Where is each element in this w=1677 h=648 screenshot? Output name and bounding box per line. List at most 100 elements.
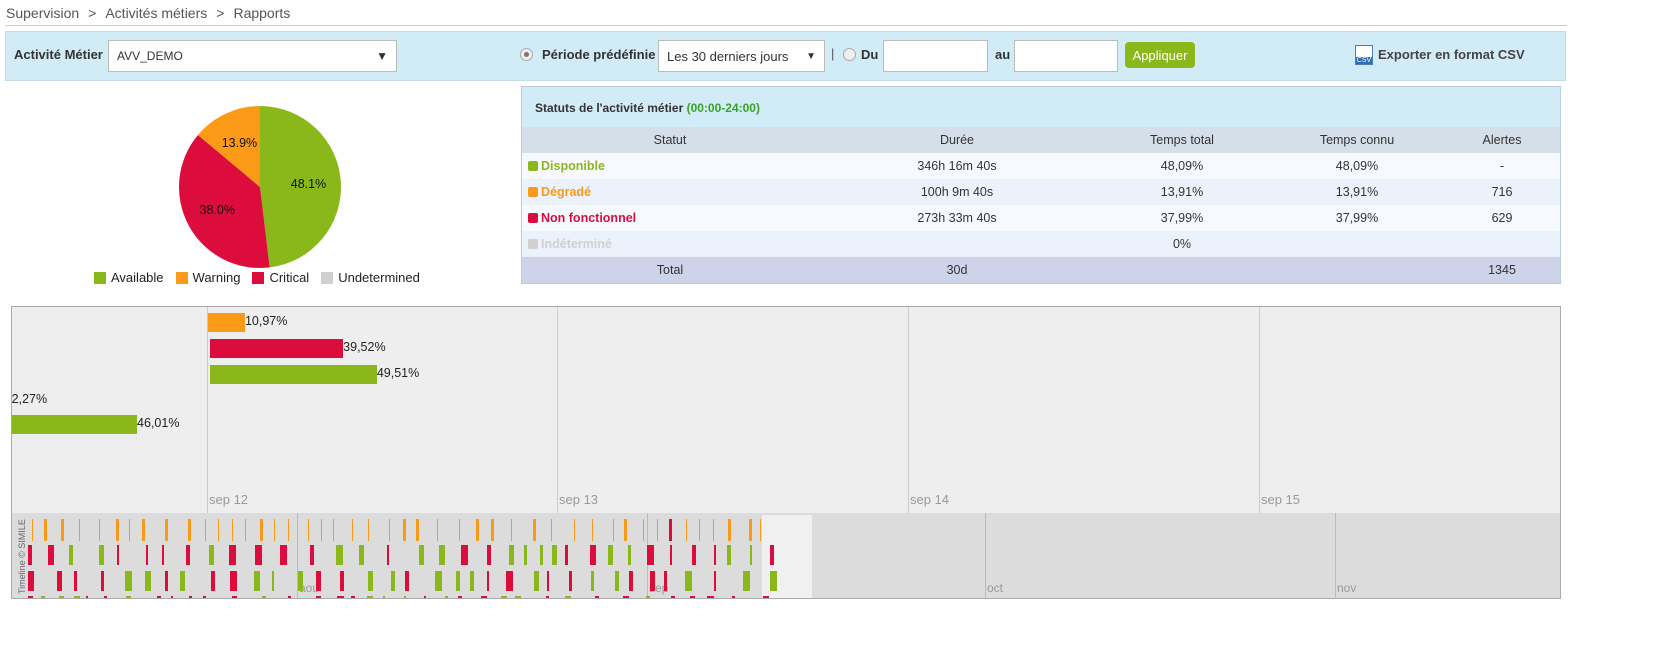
table-title-text: Statuts de l'activité métier (535, 101, 684, 115)
overview-tick (595, 596, 599, 598)
separator: | (831, 46, 835, 61)
predefined-period-radio[interactable] (520, 48, 533, 61)
overview-tick (481, 596, 487, 598)
col-alertes: Alertes (1482, 133, 1522, 147)
table-row: Disponible 346h 16m 40s 48,09% 48,09% - (522, 153, 1560, 179)
overview-tick (547, 571, 549, 591)
overview-tick (540, 545, 543, 565)
overview-tick (591, 571, 594, 591)
overview-tick (445, 596, 448, 598)
overview-tick (86, 596, 88, 598)
activity-select[interactable]: AVV_DEMO ▼ (108, 40, 397, 72)
status-color-icon (528, 161, 538, 171)
overview-tick-warning (437, 519, 438, 541)
overview-tick (336, 545, 343, 565)
legend-swatch (94, 271, 106, 284)
overview-tick-warning (613, 519, 614, 541)
col-statut: Statut (653, 133, 687, 147)
overview-tick (368, 571, 373, 591)
overview-tick (162, 545, 164, 565)
timeline-detail-band[interactable]: sep 12 sep 13 sep 14 sep 15 10,97% 39,52% 49,5… (12, 307, 1560, 513)
overview-tick (359, 545, 364, 565)
from-label: Du (861, 47, 879, 62)
overview-tick (763, 596, 769, 598)
pie-slice-label: 48.1% (291, 177, 326, 191)
overview-tick-warning (403, 519, 406, 541)
breadcrumb-activites[interactable]: Activités métiers (105, 5, 208, 21)
pie-slice-warning[interactable] (197, 106, 260, 187)
overview-tick-warning (699, 519, 700, 541)
legend-warning[interactable]: Warning (175, 270, 240, 285)
status-table: Statuts de l'activité métier (00:00-24:0… (521, 86, 1561, 284)
overview-tick-warning (245, 519, 246, 541)
duration-bar-available[interactable] (210, 365, 377, 384)
overview-tick (69, 545, 73, 565)
overview-tick (74, 596, 80, 598)
period-label: Période prédéfinie (542, 47, 656, 62)
timeline-overview-band[interactable]: aou sep oct nov Timeline © SIMILE (12, 513, 1560, 598)
export-csv-link[interactable]: Exporter en format CSV (1378, 47, 1525, 62)
overview-tick (419, 545, 424, 565)
overview-tick (714, 571, 716, 591)
overview-tick-warning (321, 519, 322, 541)
overview-tick (664, 571, 667, 591)
duration-bar-critical[interactable] (210, 339, 344, 358)
legend-swatch (321, 271, 334, 284)
month-label: nov (1337, 581, 1357, 595)
duration-bar-available[interactable] (12, 415, 138, 434)
overview-tick-warning (416, 519, 419, 541)
divider (5, 25, 1567, 26)
overview-tick-warning (551, 519, 552, 541)
to-date-input[interactable] (1014, 40, 1118, 72)
legend-label: Available (111, 270, 164, 285)
day-gridline (557, 307, 558, 513)
legend-critical[interactable]: Critical (252, 270, 309, 285)
apply-button[interactable]: Appliquer (1125, 42, 1195, 68)
overview-tick (280, 545, 287, 565)
pie-slice-label: 13.9% (222, 136, 257, 150)
overview-tick (59, 596, 64, 598)
overview-tick (28, 545, 32, 565)
overview-tick (74, 571, 77, 591)
overview-tick (232, 596, 237, 598)
overview-tick-warning (188, 519, 191, 541)
overview-tick (41, 596, 45, 598)
overview-tick (203, 596, 206, 598)
overview-tick-warning (205, 519, 206, 541)
pie-slice-label: 38.0% (200, 203, 235, 217)
overview-tick (254, 571, 260, 591)
overview-tick-warning (116, 519, 119, 541)
dropdown-arrow-icon: ▼ (376, 49, 388, 63)
duration-bar-label: 39,52% (343, 340, 386, 354)
status-color-icon (528, 213, 538, 223)
pie-slice-critical[interactable] (179, 134, 270, 268)
breadcrumb-supervision[interactable]: Supervision (6, 5, 80, 21)
day-gridline (207, 307, 208, 513)
overview-tick (316, 571, 321, 591)
overview-tick (99, 545, 104, 565)
custom-period-radio[interactable] (843, 48, 856, 61)
duration-bar-warning[interactable] (208, 313, 245, 332)
overview-tick (351, 596, 355, 598)
overview-tick (180, 571, 185, 591)
overview-tick-warning (333, 519, 334, 541)
overview-tick-warning (643, 519, 644, 541)
duration: 273h 33m 40s (917, 211, 997, 225)
day-gridline (908, 307, 909, 513)
legend-available[interactable]: Available (94, 270, 164, 285)
overview-tick-warning (129, 519, 130, 541)
overview-tick-warning (533, 519, 536, 541)
duration-bar-label: 10,97% (244, 314, 288, 328)
pie-slice-available[interactable] (260, 106, 341, 268)
period-select[interactable]: Les 30 derniers jours ▼ (658, 40, 825, 72)
timeline[interactable]: sep 12 sep 13 sep 14 sep 15 10,97% 39,52% 49,5… (11, 306, 1561, 599)
overview-tick (590, 545, 596, 565)
alertes: 629 (1491, 211, 1513, 225)
overview-tick (770, 571, 777, 591)
legend-undetermined[interactable]: Undetermined (321, 270, 420, 285)
overview-tick-warning (749, 519, 752, 541)
overview-tick-warning (686, 519, 687, 541)
from-date-input[interactable] (883, 40, 988, 72)
csv-file-icon[interactable]: CSV (1355, 45, 1373, 65)
breadcrumb-separator: > (216, 5, 225, 21)
